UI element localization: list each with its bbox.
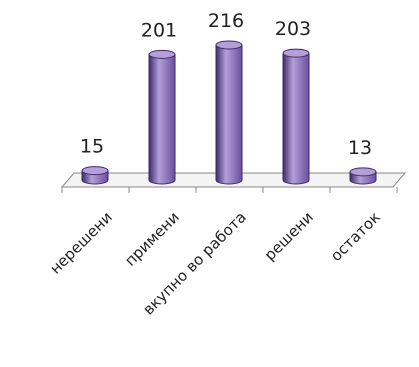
bar-top [349,167,377,177]
bar-body [282,52,310,185]
bar [349,167,377,185]
bar-series [81,40,377,185]
bar-top [81,166,109,176]
bar [215,40,243,185]
data-label: 15 [80,136,104,158]
data-labels: 15 201 216 203 13 [80,10,372,159]
bar-body [215,44,243,185]
bar-body [148,53,176,185]
bar-top [148,49,176,59]
category-label: нерешени [46,208,116,278]
bar-top [282,48,310,58]
bar-top [215,40,243,50]
bar [282,48,310,185]
data-label: 203 [275,18,311,40]
data-label: 216 [208,10,244,32]
data-label: 13 [348,137,372,159]
category-label: решени [261,208,317,264]
category-label: примени [121,208,183,270]
bar [148,49,176,185]
category-label: остаток [327,208,384,265]
bar [81,166,109,185]
data-label: 201 [141,19,177,41]
